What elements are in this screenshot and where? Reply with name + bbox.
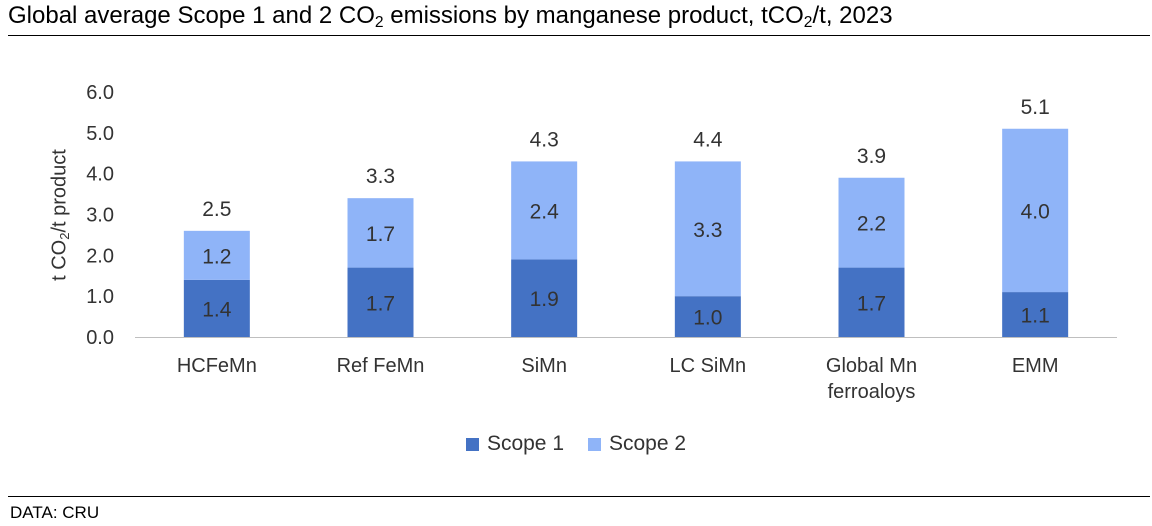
bar-scope1 bbox=[347, 267, 414, 337]
x-tick-label: Ref FeMn bbox=[337, 355, 425, 377]
bar-scope1 bbox=[183, 279, 250, 337]
bar-scope2 bbox=[838, 177, 905, 268]
x-tick-label: Global Mn bbox=[826, 355, 917, 377]
data-label-scope1: 1.4 bbox=[202, 298, 232, 321]
legend: Scope 1 Scope 2 bbox=[0, 432, 1152, 456]
x-tick-label: SiMn bbox=[521, 355, 567, 377]
bar-scope1 bbox=[1002, 292, 1069, 337]
y-tick-label: 6.0 bbox=[86, 82, 114, 104]
data-label-scope1: 1.0 bbox=[693, 307, 722, 330]
chart-title: Global average Scope 1 and 2 CO2 emissio… bbox=[8, 2, 893, 31]
y-tick-label: 2.0 bbox=[86, 245, 114, 267]
data-label-scope2: 1.7 bbox=[366, 223, 395, 246]
total-label: 3.3 bbox=[366, 165, 395, 188]
source-divider bbox=[8, 496, 1150, 497]
legend-swatch-scope1 bbox=[465, 437, 479, 451]
total-label: 3.9 bbox=[857, 145, 886, 168]
bar-scope2 bbox=[1002, 128, 1069, 293]
legend-label-scope1: Scope 1 bbox=[486, 432, 564, 455]
legend-item-scope1: Scope 1 bbox=[465, 432, 564, 456]
data-label-scope2: 1.2 bbox=[202, 245, 231, 268]
legend-swatch-scope2 bbox=[588, 437, 601, 451]
legend-item-scope2: Scope 2 bbox=[588, 432, 686, 456]
x-tick-label: HCFeMn bbox=[177, 355, 257, 377]
total-label: 5.1 bbox=[1021, 96, 1050, 119]
y-tick-label: 0.0 bbox=[86, 327, 114, 349]
bar-scope2 bbox=[347, 198, 414, 268]
bar-scope2 bbox=[511, 161, 578, 260]
data-label-scope2: 4.0 bbox=[1021, 200, 1050, 223]
data-label-scope1: 1.7 bbox=[366, 292, 395, 315]
bar-scope2 bbox=[674, 161, 741, 297]
total-label: 2.5 bbox=[202, 198, 231, 221]
x-tick-label: ferroaloys bbox=[828, 381, 916, 403]
y-tick-label: 1.0 bbox=[86, 286, 114, 308]
x-tick-label: LC SiMn bbox=[669, 355, 746, 377]
data-label-scope2: 2.4 bbox=[530, 200, 560, 223]
y-tick-label: 5.0 bbox=[86, 123, 114, 145]
bar-scope1 bbox=[838, 267, 905, 337]
data-label-scope2: 2.2 bbox=[857, 213, 886, 236]
data-label-scope1: 1.7 bbox=[857, 292, 886, 315]
y-tick-label: 4.0 bbox=[86, 164, 114, 186]
data-label-scope1: 1.9 bbox=[530, 288, 559, 311]
bar-scope1 bbox=[511, 259, 578, 337]
data-label-scope2: 3.3 bbox=[693, 219, 722, 242]
title-divider bbox=[8, 35, 1150, 36]
y-axis-label: t CO2/t product bbox=[48, 149, 72, 281]
bar-scope2 bbox=[183, 230, 250, 280]
data-label-scope1: 1.1 bbox=[1021, 305, 1050, 328]
total-label: 4.4 bbox=[693, 128, 723, 151]
source-note: DATA: CRU bbox=[10, 503, 100, 522]
bar-scope1 bbox=[674, 296, 741, 337]
legend-label-scope2: Scope 2 bbox=[609, 432, 687, 455]
y-tick-label: 3.0 bbox=[86, 205, 114, 227]
total-label: 4.3 bbox=[530, 128, 559, 151]
x-tick-label: EMM bbox=[1012, 355, 1059, 377]
